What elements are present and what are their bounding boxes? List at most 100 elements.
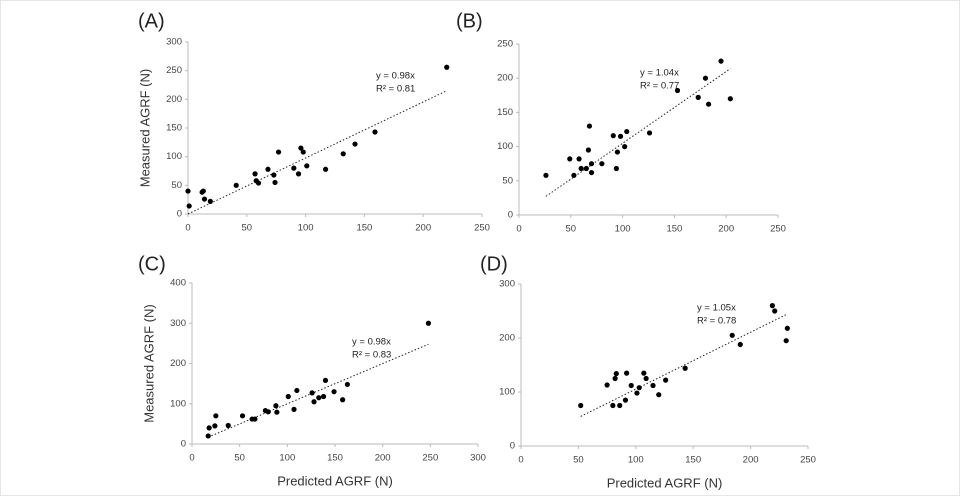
y-tick-label: 150 bbox=[166, 123, 182, 134]
point bbox=[585, 147, 592, 153]
x-tick-label: 50 bbox=[573, 455, 584, 466]
point bbox=[617, 402, 623, 409]
x-tick-label: 250 bbox=[800, 455, 816, 466]
point bbox=[265, 409, 271, 415]
annotation: R² = 0.83 bbox=[352, 350, 391, 361]
point bbox=[543, 172, 549, 178]
y-tick-label: 200 bbox=[497, 73, 513, 84]
panel-label: (C) bbox=[138, 253, 166, 275]
point bbox=[320, 393, 327, 400]
point bbox=[583, 165, 589, 172]
point bbox=[206, 425, 212, 431]
point bbox=[322, 377, 329, 384]
point bbox=[340, 397, 346, 403]
y-tick-label: 0 bbox=[181, 439, 186, 450]
y-tick-label: 200 bbox=[499, 333, 515, 344]
point bbox=[265, 166, 271, 172]
y-tick-label: 100 bbox=[497, 141, 513, 152]
point bbox=[622, 144, 628, 150]
x-axis-label: Predicted AGRF (N) bbox=[607, 475, 723, 490]
x-tick-label: 200 bbox=[375, 453, 391, 464]
x-tick-label: 150 bbox=[666, 224, 682, 235]
trendline bbox=[545, 68, 731, 197]
y-tick-label: 100 bbox=[166, 151, 182, 162]
x-tick-label: 0 bbox=[516, 224, 521, 235]
point bbox=[311, 399, 317, 405]
point bbox=[372, 129, 378, 135]
x-tick-label: 200 bbox=[718, 224, 734, 235]
x-tick-label: 250 bbox=[474, 223, 490, 234]
y-tick-label: 250 bbox=[166, 65, 182, 76]
trendline bbox=[187, 90, 447, 215]
point bbox=[614, 149, 621, 155]
annotation: R² = 0.77 bbox=[640, 81, 679, 92]
point bbox=[331, 389, 337, 395]
point bbox=[291, 406, 297, 412]
y-tick-label: 300 bbox=[170, 318, 186, 329]
point bbox=[291, 165, 297, 171]
x-tick-label: 300 bbox=[470, 453, 486, 464]
point bbox=[309, 390, 315, 396]
annotation: R² = 0.81 bbox=[376, 84, 415, 95]
point bbox=[784, 325, 790, 331]
annotation: y = 0.98x bbox=[352, 337, 391, 348]
x-tick-label: 100 bbox=[298, 223, 314, 234]
point bbox=[650, 382, 656, 389]
point bbox=[340, 151, 346, 157]
x-tick-label: 0 bbox=[518, 455, 523, 466]
x-tick-label: 250 bbox=[422, 453, 438, 464]
panel-label: (B) bbox=[456, 10, 483, 32]
point bbox=[599, 161, 605, 167]
y-tick-label: 100 bbox=[499, 387, 515, 398]
point bbox=[624, 128, 630, 135]
point bbox=[624, 370, 630, 376]
point bbox=[628, 382, 634, 389]
point bbox=[205, 433, 211, 439]
x-axis-label: Predicted AGRF (N) bbox=[277, 473, 393, 488]
point bbox=[578, 165, 584, 172]
point bbox=[588, 169, 595, 176]
y-tick-label: 0 bbox=[508, 210, 513, 221]
point bbox=[737, 341, 743, 348]
point bbox=[702, 75, 709, 81]
point bbox=[273, 403, 279, 409]
point bbox=[322, 166, 329, 172]
y-tick-label: 250 bbox=[497, 39, 513, 50]
point bbox=[272, 179, 278, 186]
y-tick-label: 300 bbox=[166, 37, 182, 48]
point bbox=[213, 413, 219, 419]
annotation: y = 0.98x bbox=[376, 71, 415, 82]
x-tick-label: 200 bbox=[743, 455, 759, 466]
point bbox=[212, 423, 218, 429]
x-tick-label: 50 bbox=[242, 223, 253, 234]
y-tick-label: 400 bbox=[170, 278, 186, 289]
x-tick-label: 150 bbox=[685, 455, 701, 466]
point bbox=[185, 188, 191, 194]
point bbox=[252, 171, 258, 177]
point bbox=[567, 156, 573, 162]
point bbox=[201, 196, 208, 202]
point bbox=[613, 371, 619, 377]
point bbox=[622, 397, 629, 403]
point bbox=[634, 390, 640, 396]
y-tick-label: 200 bbox=[166, 94, 182, 105]
x-tick-label: 0 bbox=[185, 223, 190, 234]
point bbox=[617, 133, 624, 139]
x-tick-label: 100 bbox=[279, 453, 295, 464]
point bbox=[772, 308, 778, 314]
point bbox=[705, 101, 712, 107]
point bbox=[613, 165, 619, 172]
point bbox=[186, 203, 192, 209]
x-tick-label: 150 bbox=[356, 223, 372, 234]
x-tick-label: 50 bbox=[234, 453, 245, 464]
point bbox=[274, 409, 280, 415]
point bbox=[604, 382, 610, 388]
point bbox=[663, 377, 669, 383]
y-tick-label: 50 bbox=[171, 180, 182, 191]
point bbox=[641, 370, 647, 376]
point bbox=[316, 395, 322, 401]
point bbox=[255, 180, 262, 186]
trendline bbox=[208, 343, 429, 438]
